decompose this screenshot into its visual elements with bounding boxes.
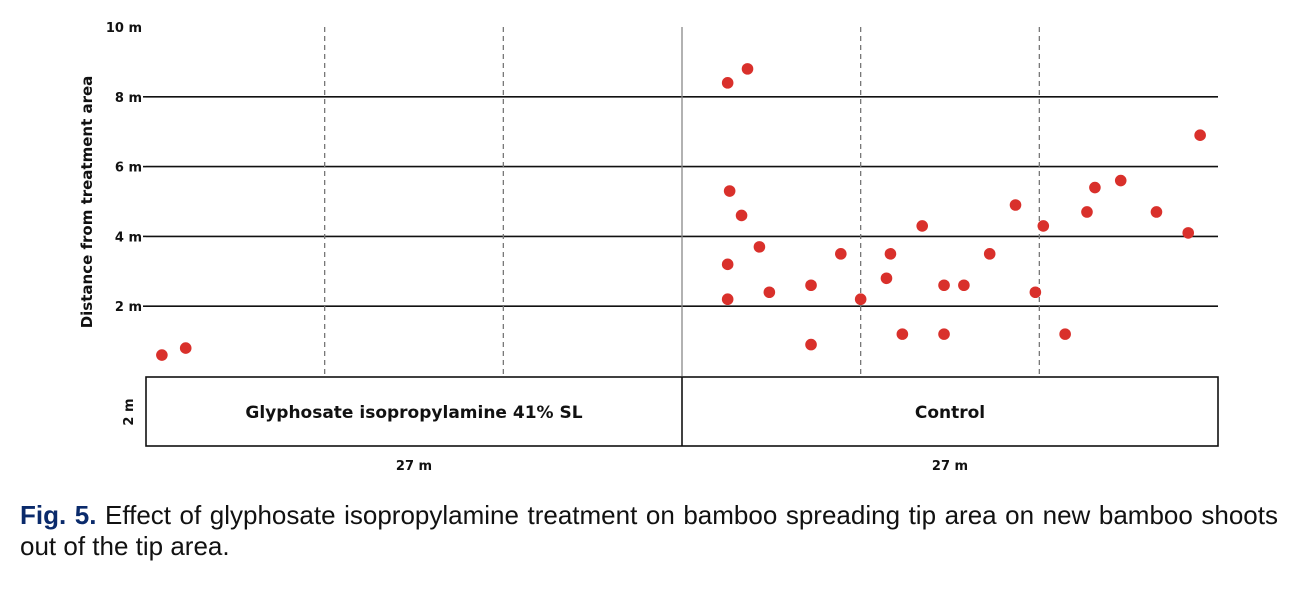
data-point	[1059, 328, 1071, 340]
y-tick-label: 4 m	[115, 230, 142, 245]
data-point	[1037, 220, 1050, 232]
data-point	[835, 248, 847, 260]
data-point	[880, 272, 893, 285]
data-point	[938, 328, 950, 340]
y-axis-label: Distance from treatment area	[78, 76, 96, 329]
data-point	[1150, 206, 1163, 218]
data-point	[723, 185, 736, 197]
data-point	[1081, 206, 1093, 218]
data-point	[884, 248, 897, 260]
caption-label: Fig. 5.	[20, 500, 97, 530]
y-axis-ticks: 2 m 4 m 6 m 8 m 10 m	[106, 21, 146, 315]
data-point	[1114, 174, 1127, 187]
data-point	[1089, 181, 1101, 194]
data-point	[721, 258, 734, 271]
data-point	[741, 63, 754, 75]
data-point	[983, 248, 996, 260]
caption-text: Effect of glyphosate isopropylamine trea…	[20, 500, 1278, 561]
width-label-control: 27 m	[932, 459, 968, 474]
region-label-control: Control	[915, 403, 985, 423]
data-point	[1009, 199, 1022, 211]
region-label-glyphosate: Glyphosate isopropylamine 41% SL	[245, 403, 582, 423]
data-point	[958, 279, 970, 292]
data-point	[1194, 129, 1206, 141]
data-point	[1182, 227, 1195, 239]
y-tick-label: 6 m	[115, 161, 142, 176]
data-point	[896, 328, 909, 340]
treatment-strip: Glyphosate isopropylamine 41% SL Control…	[122, 376, 1219, 474]
data-point	[753, 241, 766, 253]
data-point	[805, 279, 817, 292]
data-point	[1029, 286, 1042, 299]
data-point	[179, 342, 192, 354]
data-point	[156, 349, 168, 361]
data-point	[721, 293, 734, 306]
data-point	[763, 286, 776, 299]
strip-height-label: 2 m	[122, 398, 137, 425]
gridlines	[146, 27, 1218, 376]
data-point	[916, 220, 929, 232]
data-point	[854, 293, 867, 306]
y-tick-label: 2 m	[115, 300, 142, 315]
data-point	[735, 209, 748, 222]
y-tick-label: 8 m	[115, 91, 142, 106]
y-tick-label: 10 m	[106, 21, 142, 36]
width-label-glyphosate: 27 m	[396, 459, 432, 474]
data-point	[721, 77, 734, 89]
data-point	[805, 338, 817, 351]
data-points	[156, 63, 1206, 361]
figure-caption: Fig. 5. Effect of glyphosate isopropylam…	[20, 500, 1278, 562]
data-point	[938, 279, 950, 292]
scatter-chart: 2 m 4 m 6 m 8 m 10 m Distance from treatment…	[78, 21, 1219, 474]
